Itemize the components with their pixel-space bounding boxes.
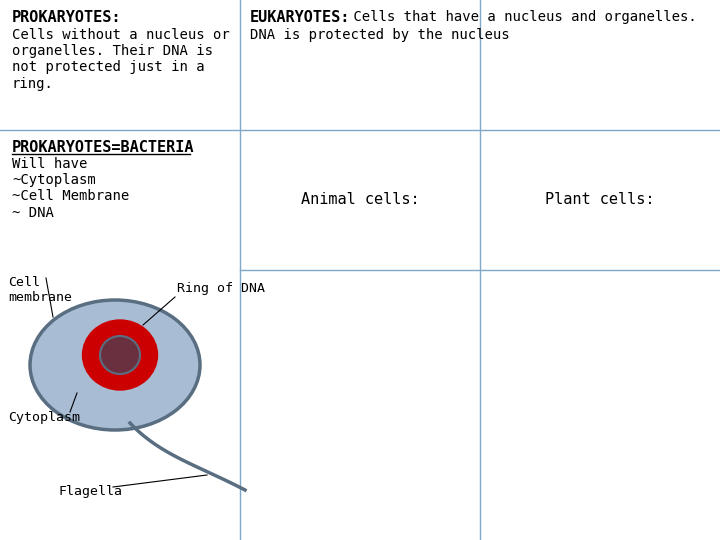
Text: Cytoplasm: Cytoplasm bbox=[8, 410, 80, 423]
Text: Ring of DNA: Ring of DNA bbox=[177, 282, 265, 295]
Text: Cells without a nucleus or
organelles. Their DNA is
not protected just in a
ring: Cells without a nucleus or organelles. T… bbox=[12, 28, 230, 91]
Text: Plant cells:: Plant cells: bbox=[545, 192, 654, 207]
Ellipse shape bbox=[100, 336, 140, 374]
Text: Flagella: Flagella bbox=[58, 485, 122, 498]
Text: Animal cells:: Animal cells: bbox=[301, 192, 419, 207]
Ellipse shape bbox=[30, 300, 200, 430]
Ellipse shape bbox=[83, 320, 158, 390]
Text: Will have
~Cytoplasm
~Cell Membrane
~ DNA: Will have ~Cytoplasm ~Cell Membrane ~ DN… bbox=[12, 157, 130, 220]
Text: PROKARYOTES=BACTERIA: PROKARYOTES=BACTERIA bbox=[12, 140, 194, 155]
Text: EUKARYOTES:: EUKARYOTES: bbox=[250, 10, 351, 25]
Text: Cells that have a nucleus and organelles.: Cells that have a nucleus and organelles… bbox=[345, 10, 697, 24]
Text: Cell
membrane: Cell membrane bbox=[8, 276, 72, 304]
Text: DNA is protected by the nucleus: DNA is protected by the nucleus bbox=[250, 28, 510, 42]
Text: PROKARYOTES:: PROKARYOTES: bbox=[12, 10, 122, 25]
